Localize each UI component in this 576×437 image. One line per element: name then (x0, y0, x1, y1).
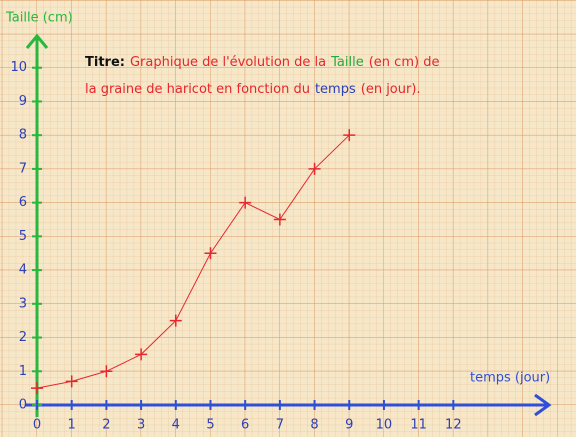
point-cross (31, 382, 43, 395)
y-tick-label: 1 (19, 364, 27, 379)
title-segment: Titre: (85, 55, 125, 70)
title-segment: (en jour). (361, 82, 421, 97)
y-tick-label: 7 (19, 161, 27, 176)
x-tick-label: 10 (376, 418, 393, 433)
y-tick-label: 3 (19, 296, 27, 311)
title-segment: Taille (330, 55, 364, 70)
x-tick-label: 1 (68, 418, 76, 433)
y-tick-label: 10 (10, 60, 27, 75)
y-tick-label: 6 (19, 195, 27, 210)
point-cross (343, 129, 356, 142)
point-cross (135, 348, 148, 361)
point-cross (169, 314, 182, 327)
point-cross (308, 162, 321, 175)
x-tick-label: 12 (445, 418, 462, 433)
y-tick-label: 9 (19, 94, 27, 109)
title-line: Titre: Graphique de l'évolution de la Tail… (85, 55, 439, 70)
x-tick-label: 0 (33, 418, 41, 433)
y-axis-label: Taille (cm) (5, 11, 73, 26)
title-segment: temps (315, 82, 356, 97)
x-tick-label: 7 (276, 418, 284, 433)
x-tick-label: 4 (172, 418, 180, 433)
title-segment: Graphique de l'évolution de la (130, 55, 326, 70)
point-cross (239, 196, 252, 209)
y-tick-label: 4 (19, 263, 27, 278)
x-tick-label: 5 (206, 418, 214, 433)
title-line: la graine de haricot en fonction du temps… (85, 82, 421, 97)
x-tick-label: 11 (410, 418, 427, 433)
x-tick-label: 8 (310, 418, 318, 433)
series-line (36, 134, 350, 389)
x-tick-label: 2 (102, 418, 110, 433)
y-tick-label: 5 (19, 229, 27, 244)
x-tick-label: 9 (345, 418, 353, 433)
y-tick-label: 2 (19, 330, 27, 345)
point-cross (273, 213, 286, 226)
x-axis-arrow (534, 393, 552, 417)
x-tick-label: 3 (137, 418, 145, 433)
point-cross (100, 365, 113, 378)
title-segment: (en cm) de (369, 55, 440, 70)
point-cross (204, 247, 217, 260)
x-tick-label: 6 (241, 418, 249, 433)
y-tick-label: 0 (19, 398, 27, 413)
y-tick-label: 8 (19, 128, 27, 143)
y-axis-arrow (25, 33, 49, 49)
x-axis-label: temps (jour) (470, 371, 550, 386)
point-cross (65, 375, 78, 388)
title-segment: la graine de haricot en fonction du (85, 82, 310, 97)
